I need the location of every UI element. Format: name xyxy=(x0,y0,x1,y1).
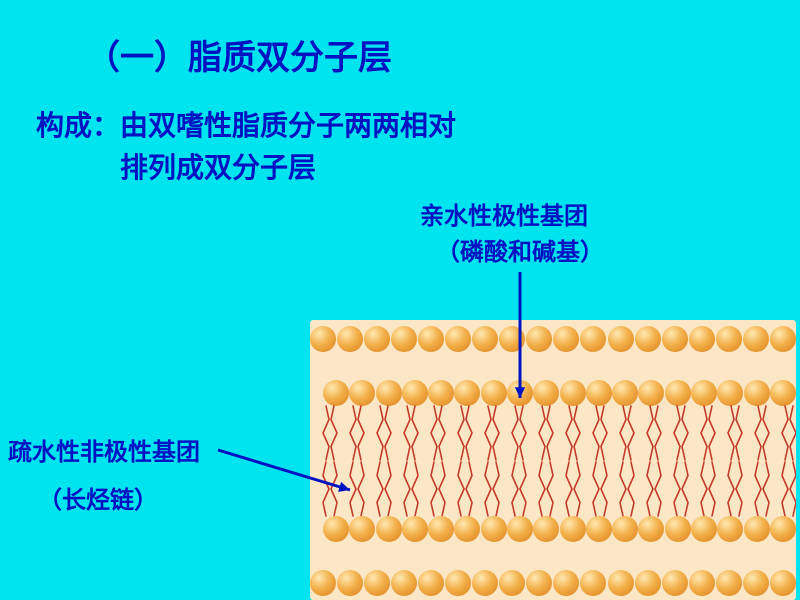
hydrophilic-arrow xyxy=(508,260,532,410)
lipid-head xyxy=(717,516,743,542)
head-row-bottom-outer xyxy=(310,570,796,596)
lipid-head xyxy=(310,570,336,596)
lipid-head xyxy=(526,570,552,596)
hydrophobic-label-line1: 疏水性非极性基团 xyxy=(8,432,200,467)
lipid-head xyxy=(691,516,717,542)
composition-line2: 排列成双分子层 xyxy=(120,146,316,186)
lipid-head xyxy=(445,570,471,596)
lipid-head xyxy=(337,570,363,596)
lipid-head xyxy=(770,516,796,542)
lipid-head xyxy=(560,516,586,542)
lipid-head xyxy=(349,516,375,542)
lipid-head xyxy=(499,570,525,596)
lipid-head xyxy=(402,516,428,542)
lipid-head xyxy=(743,570,769,596)
lipid-bilayer-diagram xyxy=(310,320,796,600)
lipid-head xyxy=(665,516,691,542)
hydrophilic-label-line1: 亲水性极性基团 xyxy=(420,196,588,231)
composition-line1: 构成：由双嗜性脂质分子两两相对 xyxy=(36,104,456,144)
lipid-head xyxy=(391,570,417,596)
lipid-head xyxy=(481,516,507,542)
lipid-head xyxy=(454,516,480,542)
hydrophobic-arrow xyxy=(206,438,362,502)
slide-title: （一）脂质双分子层 xyxy=(86,30,392,79)
lipid-tails xyxy=(310,320,796,600)
lipid-head xyxy=(689,570,715,596)
lipid-head xyxy=(716,570,742,596)
lipid-head xyxy=(533,516,559,542)
lipid-head xyxy=(472,570,498,596)
head-row-bottom-inner xyxy=(310,516,796,542)
lipid-head xyxy=(580,570,606,596)
lipid-head xyxy=(507,516,533,542)
lipid-head xyxy=(770,570,796,596)
lipid-head xyxy=(364,570,390,596)
lipid-head xyxy=(744,516,770,542)
lipid-head xyxy=(323,516,349,542)
lipid-head xyxy=(612,516,638,542)
lipid-head xyxy=(586,516,612,542)
lipid-head xyxy=(635,570,661,596)
lipid-head xyxy=(662,570,688,596)
lipid-head xyxy=(608,570,634,596)
lipid-head xyxy=(376,516,402,542)
hydrophobic-label-line2: （长烃链） xyxy=(38,480,158,515)
slide-root: （一）脂质双分子层 构成：由双嗜性脂质分子两两相对 排列成双分子层 亲水性极性基… xyxy=(0,0,800,600)
lipid-head xyxy=(418,570,444,596)
lipid-head xyxy=(428,516,454,542)
lipid-head xyxy=(638,516,664,542)
lipid-head xyxy=(553,570,579,596)
